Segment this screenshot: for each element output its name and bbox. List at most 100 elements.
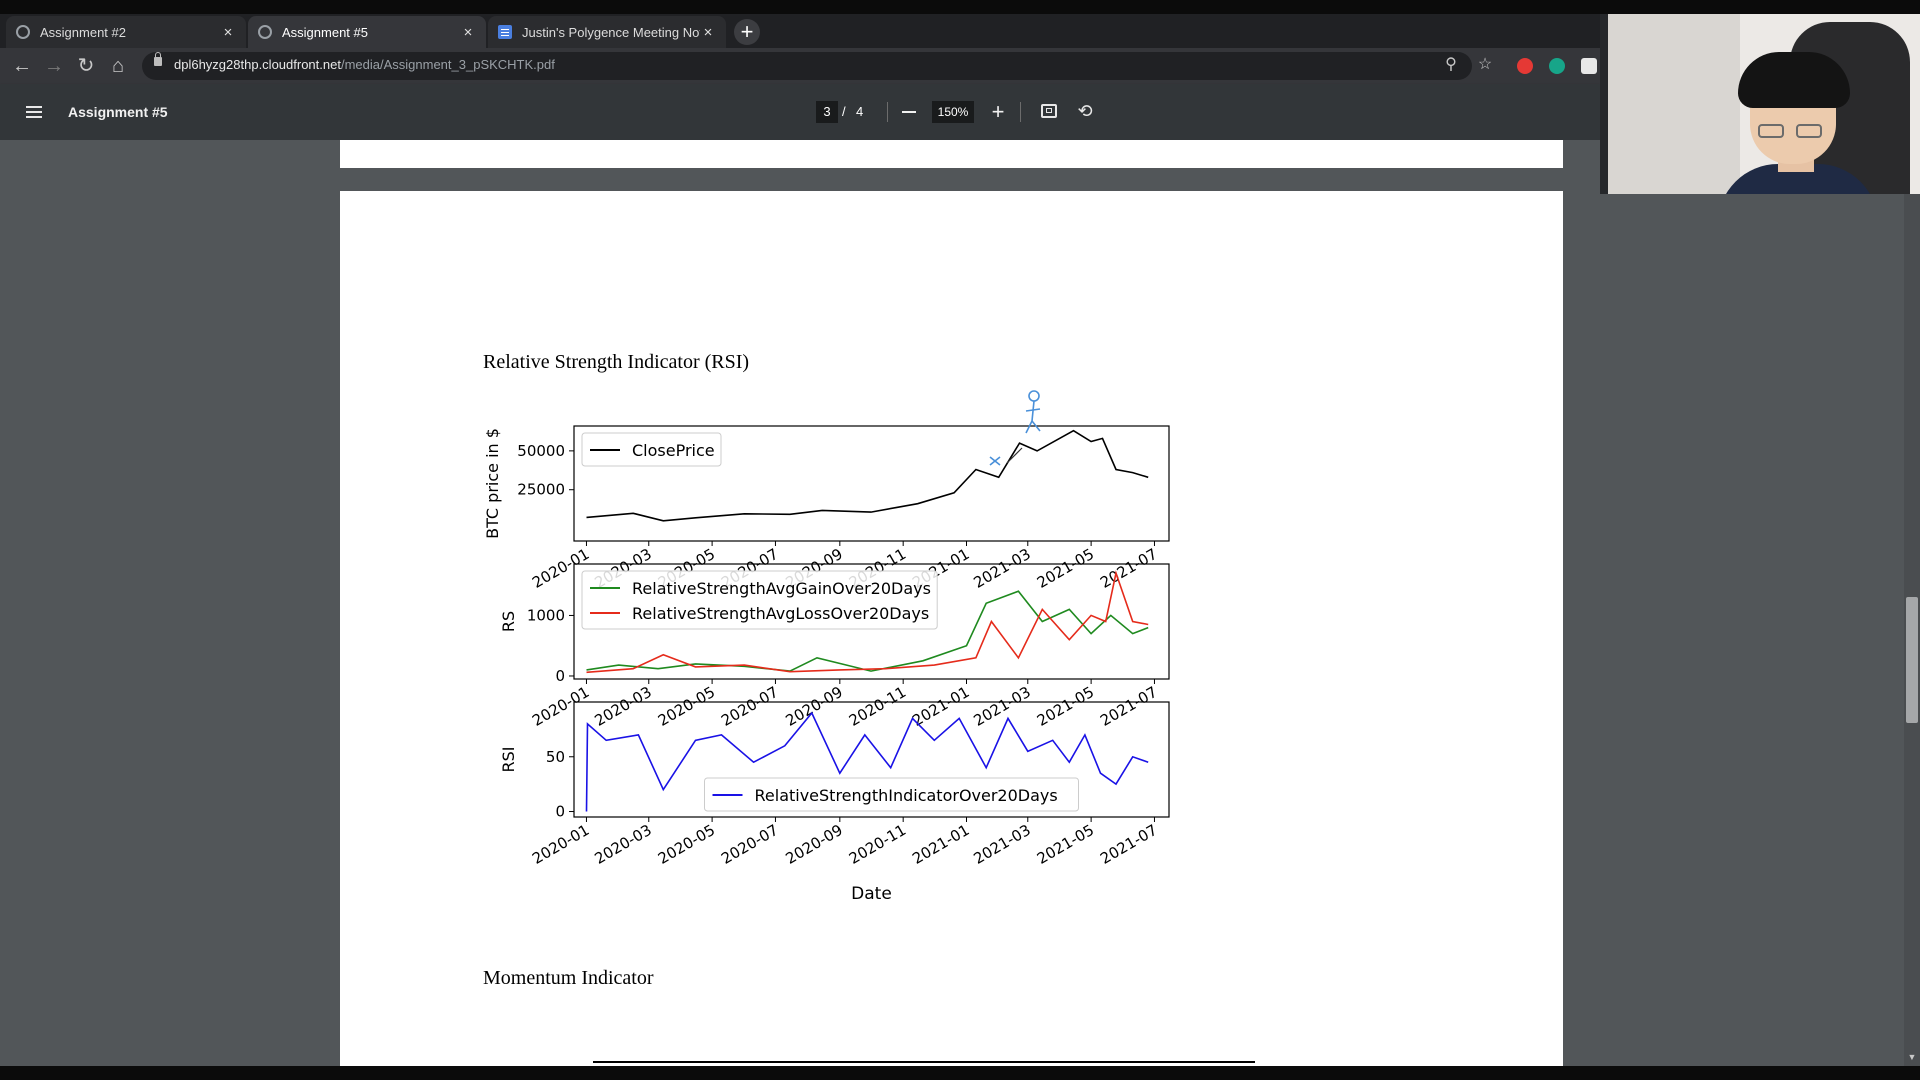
close-icon[interactable]: × bbox=[223, 23, 233, 41]
webcam-glasses-right bbox=[1796, 124, 1822, 138]
pdf-toolbar bbox=[0, 84, 1600, 140]
y-tick-label: 0 bbox=[555, 667, 565, 685]
tab-assignment-5[interactable]: Assignment #5 × bbox=[248, 16, 486, 48]
zoom-page-icon[interactable]: ⚲ bbox=[1445, 56, 1457, 73]
y-tick-label: 0 bbox=[555, 803, 565, 821]
tab-strip: Assignment #2 × Assignment #5 × Justin's… bbox=[0, 14, 1600, 48]
x-tick-label: 2020-11 bbox=[846, 821, 909, 868]
section-heading-rsi: Relative Strength Indicator (RSI) bbox=[483, 351, 750, 373]
x-tick-label: 2020-11 bbox=[846, 683, 909, 730]
x-tick-label: 2020-09 bbox=[783, 683, 846, 730]
url-host: dpl6hyzg28thp.cloudfront.net bbox=[174, 57, 341, 72]
tab-title: Justin's Polygence Meeting Note bbox=[522, 24, 700, 40]
y-tick-label: 25000 bbox=[517, 481, 565, 499]
tab-title: Assignment #2 bbox=[40, 24, 126, 40]
plot-frame bbox=[573, 701, 1170, 818]
y-axis-label: RS bbox=[499, 611, 518, 632]
annotation-head bbox=[1028, 390, 1040, 402]
legend-label: RelativeStrengthIndicatorOver20Days bbox=[755, 786, 1058, 805]
pdf-page-previous bbox=[340, 140, 1563, 168]
back-icon[interactable]: ← bbox=[12, 55, 32, 77]
webcam-overlay bbox=[1600, 14, 1920, 194]
y-axis-label: RSI bbox=[499, 747, 518, 773]
rotate-icon[interactable]: ⟲ bbox=[1077, 101, 1093, 121]
menu-icon[interactable] bbox=[26, 106, 42, 108]
next-figure-top-border bbox=[593, 1061, 1255, 1063]
pdf-page-current: Relative Strength Indicator (RSI) BTC pr… bbox=[340, 191, 1563, 1066]
x-tick-label: 2021-03 bbox=[970, 683, 1033, 730]
plot-frame bbox=[573, 563, 1170, 680]
y-tick-label: 50000 bbox=[517, 442, 565, 460]
webcam-door-frame bbox=[1600, 14, 1608, 194]
x-tick-label: 2020-01 bbox=[529, 683, 592, 730]
scrollbar-thumb[interactable] bbox=[1906, 597, 1918, 723]
page-number-input[interactable]: 3 bbox=[816, 101, 838, 123]
legend-label: RelativeStrengthAvgGainOver20Days bbox=[632, 579, 931, 598]
extension-pocket-icon[interactable] bbox=[1581, 58, 1597, 74]
tab-assignment-2[interactable]: Assignment #2 × bbox=[6, 16, 246, 48]
screen-bottom-strip bbox=[0, 1066, 1920, 1080]
close-icon[interactable]: × bbox=[463, 23, 473, 41]
lock-icon[interactable] bbox=[154, 52, 162, 66]
webcam-person-hair bbox=[1738, 52, 1850, 108]
x-tick-label: 2021-01 bbox=[909, 683, 972, 730]
reload-icon[interactable]: ↻ bbox=[77, 55, 95, 77]
browser-toolbar: ← → ↻ ⌂ bbox=[0, 48, 1600, 84]
toolbar-divider bbox=[1020, 102, 1021, 122]
zoom-input[interactable]: 150% bbox=[932, 101, 974, 123]
legend-box bbox=[581, 432, 722, 467]
x-tick-label: 2020-07 bbox=[718, 821, 781, 868]
forward-icon[interactable]: → bbox=[44, 55, 64, 77]
x-tick-label: 2020-01 bbox=[529, 821, 592, 868]
zoom-out-icon[interactable] bbox=[902, 111, 916, 113]
y-axis-label: BTC price in $ bbox=[483, 428, 502, 539]
series-line-RelativeStrengthAvgLossOver20Days bbox=[586, 570, 1149, 674]
tab-title: Assignment #5 bbox=[282, 24, 368, 40]
annotation-stroke bbox=[1006, 447, 1023, 464]
grammarly-icon[interactable] bbox=[1549, 58, 1565, 74]
chart-legend: ClosePrice bbox=[581, 432, 722, 467]
x-tick-label: 2020-05 bbox=[655, 683, 718, 730]
url-text[interactable]: dpl6hyzg28thp.cloudfront.net/media/Assig… bbox=[174, 57, 555, 72]
extension-red-icon[interactable] bbox=[1517, 58, 1533, 74]
zoom-in-icon[interactable]: + bbox=[991, 99, 1005, 124]
globe-icon bbox=[258, 25, 272, 39]
page-separator: / bbox=[842, 104, 846, 119]
tab-meeting-notes[interactable]: Justin's Polygence Meeting Note × bbox=[488, 16, 726, 48]
x-tick-label: 2021-07 bbox=[1097, 545, 1160, 592]
toolbar-divider bbox=[887, 102, 888, 122]
annotation-stroke bbox=[1025, 408, 1041, 412]
x-tick-label: 2020-03 bbox=[591, 683, 654, 730]
page-total: 4 bbox=[856, 104, 864, 119]
bookmark-star-icon[interactable]: ☆ bbox=[1477, 56, 1493, 73]
legend-label: ClosePrice bbox=[632, 441, 715, 460]
x-tick-label: 2021-07 bbox=[1097, 821, 1160, 868]
x-axis-label: Date bbox=[851, 884, 892, 904]
x-tick-label: 2021-05 bbox=[1034, 821, 1097, 868]
x-tick-label: 2021-03 bbox=[970, 821, 1033, 868]
home-icon[interactable]: ⌂ bbox=[111, 55, 125, 77]
y-tick-label: 50 bbox=[546, 748, 565, 766]
chart-legend: RelativeStrengthAvgGainOver20Days Relativ… bbox=[581, 570, 938, 630]
legend-box bbox=[581, 570, 938, 630]
chart-legend: RelativeStrengthIndicatorOver20Days bbox=[704, 777, 1079, 812]
address-bar[interactable] bbox=[142, 52, 1472, 80]
handwritten-annotation bbox=[989, 390, 1041, 466]
screen-top-strip bbox=[0, 0, 1920, 14]
webcam-wall bbox=[1600, 14, 1740, 194]
pdf-viewer[interactable]: Relative Strength Indicator (RSI) BTC pr… bbox=[0, 140, 1920, 1066]
google-docs-icon bbox=[498, 25, 512, 39]
close-icon[interactable]: × bbox=[703, 23, 713, 41]
plot-frame bbox=[573, 425, 1170, 542]
scroll-down-arrow-icon[interactable]: ▼ bbox=[1907, 1052, 1917, 1062]
new-tab-button[interactable]: + bbox=[734, 19, 760, 45]
x-tick-label: 2021-05 bbox=[1034, 545, 1097, 592]
x-tick-label: 2020-09 bbox=[783, 821, 846, 868]
x-tick-label: 2021-03 bbox=[970, 545, 1033, 592]
url-path: /media/Assignment_3_pSKCHTK.pdf bbox=[340, 57, 555, 72]
fit-page-icon[interactable] bbox=[1041, 104, 1057, 118]
section-heading-momentum: Momentum Indicator bbox=[483, 967, 654, 989]
